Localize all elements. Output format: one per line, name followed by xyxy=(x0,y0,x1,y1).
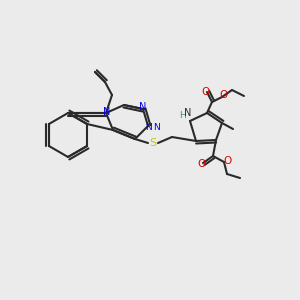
Text: O: O xyxy=(202,87,210,97)
Text: N: N xyxy=(146,122,152,131)
Text: N: N xyxy=(184,108,192,118)
Text: O: O xyxy=(223,156,231,166)
Text: O: O xyxy=(198,159,206,169)
Text: S: S xyxy=(149,138,157,148)
Text: N: N xyxy=(139,102,147,112)
Text: O: O xyxy=(220,90,228,100)
Text: N: N xyxy=(103,107,111,117)
Text: H: H xyxy=(178,110,185,119)
Text: N: N xyxy=(153,122,159,131)
